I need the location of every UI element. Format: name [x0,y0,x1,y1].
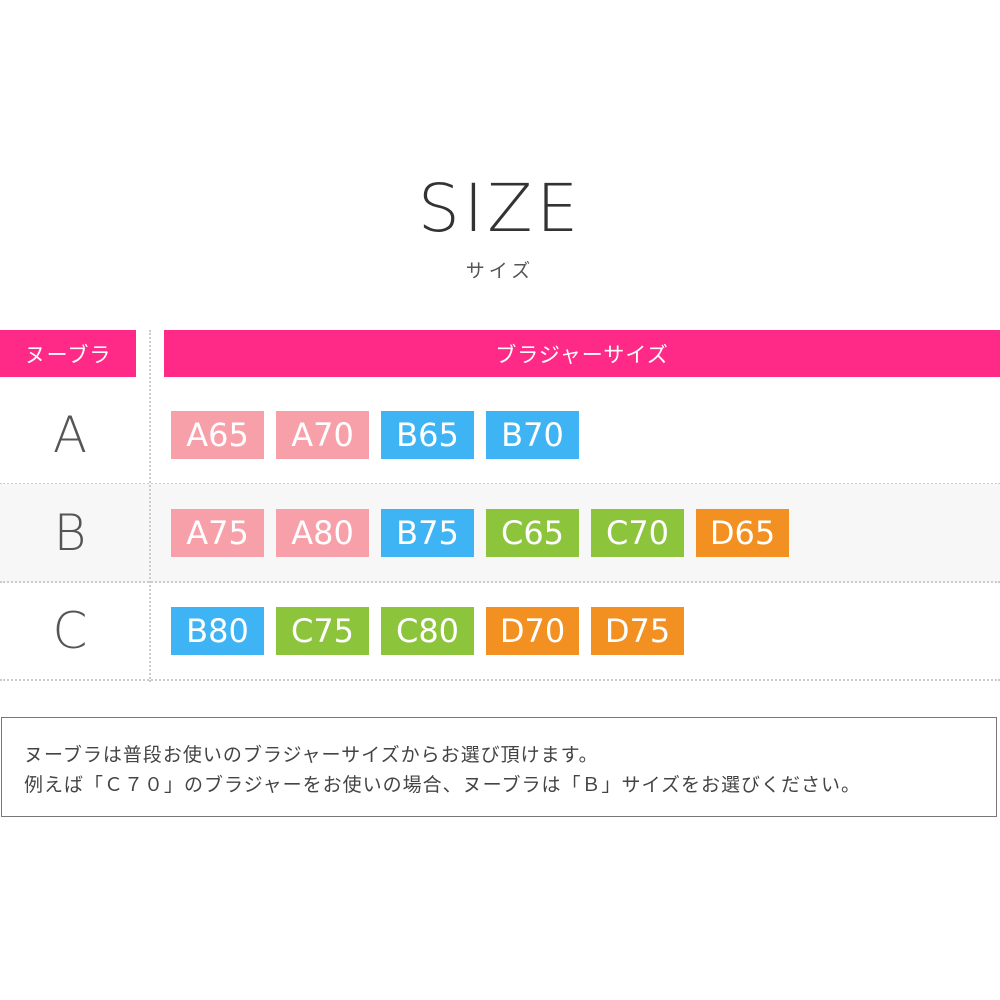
bra-size-badge: B75 [381,508,474,557]
size-row: B A75 A80 B75 C65 C70 D65 [0,484,1000,583]
page-subtitle: サイズ [465,260,535,282]
bra-size-badge: B80 [171,606,264,655]
nubra-size-label: A [52,405,88,464]
bra-size-header: ブラジャーサイズ [164,330,1000,377]
bra-size-list: A65 A70 B65 B70 [171,386,579,483]
bra-size-badge: A70 [276,410,369,459]
bra-size-badge: A65 [171,410,264,459]
size-note: ヌーブラは普段お使いのブラジャーサイズからお選び頂けます。 例えば「Ｃ７０」のブ… [1,717,997,817]
bra-size-badge: D75 [591,606,684,655]
note-line-1: ヌーブラは普段お使いのブラジャーサイズからお選び頂けます。 [24,744,599,766]
bra-size-list: A75 A80 B75 C65 C70 D65 [171,484,789,581]
size-row: C B80 C75 C80 D70 D75 [0,582,1000,681]
bra-size-list: B80 C75 C80 D70 D75 [171,582,684,679]
bra-size-badge: B70 [486,410,579,459]
note-line-2: 例えば「Ｃ７０」のブラジャーをお使いの場合、ヌーブラは「Ｂ」サイズをお選びくださ… [24,774,861,796]
nubra-size-label: C [52,601,88,660]
bra-size-badge: C70 [591,508,684,557]
column-divider [149,330,151,682]
page-title: SIZE [417,170,583,247]
nubra-size-label: B [53,503,87,562]
bra-size-badge: B65 [381,410,474,459]
bra-size-badge: C65 [486,508,579,557]
bra-size-badge: D70 [486,606,579,655]
bra-size-badge: C80 [381,606,474,655]
size-row: A A65 A70 B65 B70 [0,386,1000,485]
bra-size-badge: D65 [696,508,789,557]
nubra-size-header: ヌーブラ [0,330,136,377]
bra-size-badge: A75 [171,508,264,557]
bra-size-badge: A80 [276,508,369,557]
bra-size-badge: C75 [276,606,369,655]
